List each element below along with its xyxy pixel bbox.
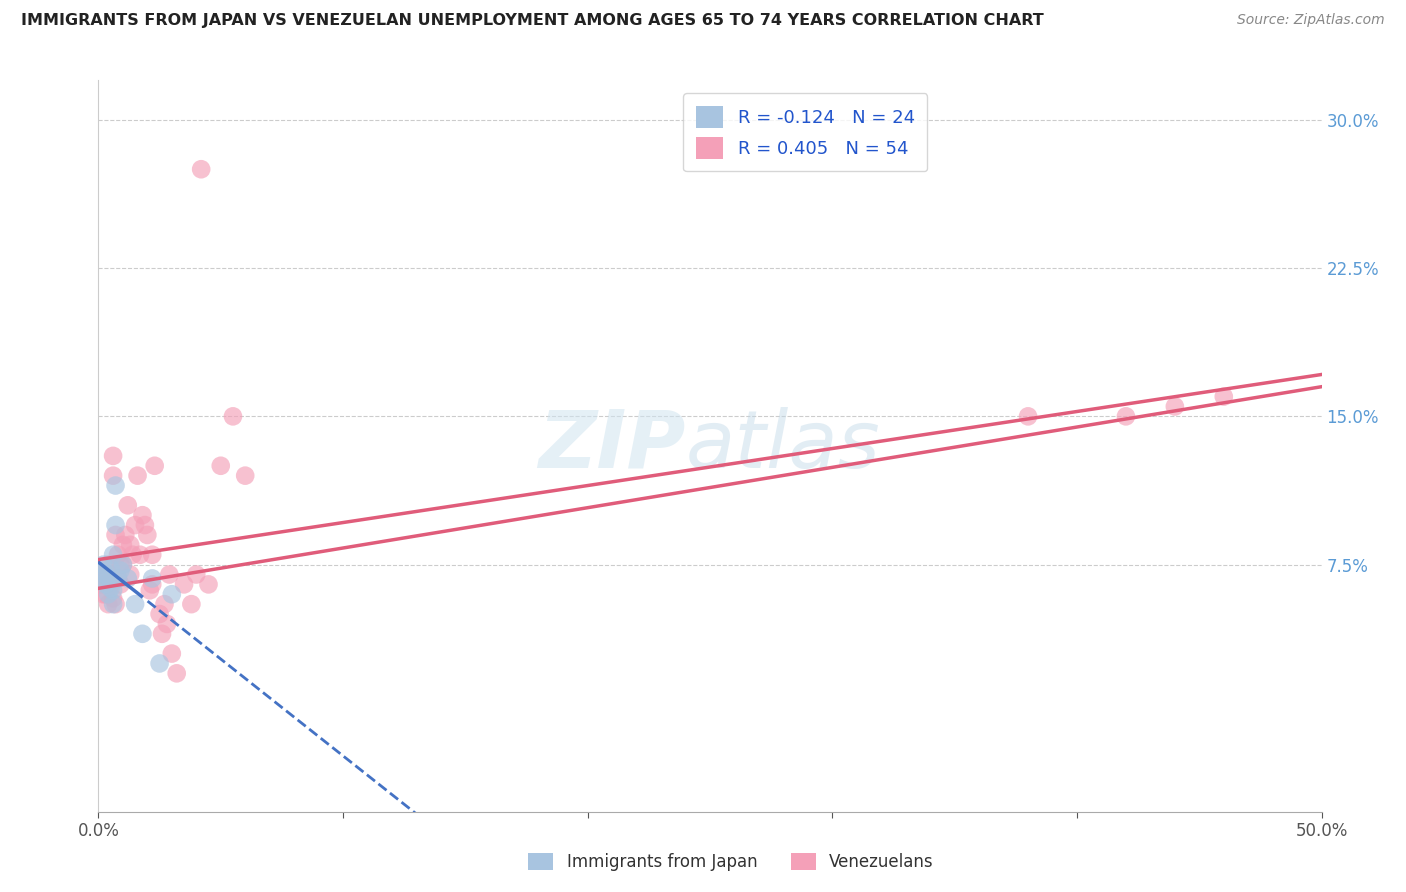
Point <box>1017 409 1039 424</box>
Point <box>121 548 143 562</box>
Point <box>90 571 112 585</box>
Point <box>129 548 152 562</box>
Point <box>101 468 124 483</box>
Point <box>1212 390 1234 404</box>
Point <box>104 478 127 492</box>
Point <box>100 561 122 575</box>
Point <box>131 627 153 641</box>
Point <box>104 528 127 542</box>
Legend: R = -0.124   N = 24, R = 0.405   N = 54: R = -0.124 N = 24, R = 0.405 N = 54 <box>683 93 928 171</box>
Point <box>97 597 120 611</box>
Point <box>101 591 124 606</box>
Point <box>101 548 124 562</box>
Point <box>107 571 129 585</box>
Point <box>91 587 114 601</box>
Point <box>91 567 114 582</box>
Point <box>110 577 132 591</box>
Point <box>153 597 176 611</box>
Point <box>111 558 134 572</box>
Point <box>117 571 139 585</box>
Text: Source: ZipAtlas.com: Source: ZipAtlas.com <box>1237 13 1385 28</box>
Point <box>114 528 136 542</box>
Point <box>100 577 122 591</box>
Point <box>222 409 245 424</box>
Point <box>120 567 142 582</box>
Point <box>94 587 117 601</box>
Point <box>131 508 153 523</box>
Point <box>107 548 129 562</box>
Point <box>100 567 122 582</box>
Point <box>111 538 134 552</box>
Point <box>160 647 183 661</box>
Point <box>91 564 114 578</box>
Text: atlas: atlas <box>686 407 880 485</box>
Point <box>104 518 127 533</box>
Point <box>134 518 156 533</box>
Point <box>149 607 172 621</box>
Point <box>120 538 142 552</box>
Point <box>91 558 114 572</box>
Point <box>111 558 134 572</box>
Point <box>107 571 129 585</box>
Point <box>197 577 219 591</box>
Point <box>124 597 146 611</box>
Point <box>141 571 163 585</box>
Point <box>166 666 188 681</box>
Point <box>209 458 232 473</box>
Point <box>160 587 183 601</box>
Point <box>233 468 256 483</box>
Point <box>143 458 166 473</box>
Point <box>127 468 149 483</box>
Point <box>97 587 120 601</box>
Point <box>156 616 179 631</box>
Point <box>141 577 163 591</box>
Point <box>90 577 112 591</box>
Point <box>157 567 180 582</box>
Point <box>139 583 162 598</box>
Point <box>1115 409 1137 424</box>
Point <box>101 449 124 463</box>
Point <box>94 577 117 591</box>
Point <box>190 162 212 177</box>
Point <box>104 597 127 611</box>
Text: ZIP: ZIP <box>538 407 686 485</box>
Point <box>141 548 163 562</box>
Point <box>100 574 122 588</box>
Point <box>180 597 202 611</box>
Point <box>150 627 173 641</box>
Point <box>173 577 195 591</box>
Point <box>1164 400 1187 414</box>
Point <box>94 567 117 582</box>
Point <box>186 567 208 582</box>
Point <box>101 583 124 598</box>
Point <box>101 597 124 611</box>
Point <box>94 571 117 585</box>
Point <box>149 657 172 671</box>
Point <box>110 558 132 572</box>
Legend: Immigrants from Japan, Venezuelans: Immigrants from Japan, Venezuelans <box>520 845 942 880</box>
Point <box>97 558 120 572</box>
Point <box>117 498 139 512</box>
Point <box>97 571 120 585</box>
Point <box>136 528 159 542</box>
Point <box>110 564 132 578</box>
Point <box>100 582 122 596</box>
Text: IMMIGRANTS FROM JAPAN VS VENEZUELAN UNEMPLOYMENT AMONG AGES 65 TO 74 YEARS CORRE: IMMIGRANTS FROM JAPAN VS VENEZUELAN UNEM… <box>21 13 1043 29</box>
Point <box>124 518 146 533</box>
